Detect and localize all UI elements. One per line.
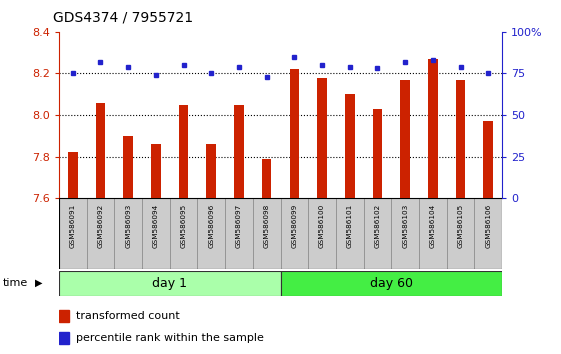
- Bar: [280, 271, 502, 296]
- Text: ▶: ▶: [35, 278, 42, 288]
- Bar: [142, 198, 169, 269]
- Bar: [68, 153, 77, 198]
- Bar: [345, 94, 355, 198]
- Bar: [169, 198, 197, 269]
- Text: percentile rank within the sample: percentile rank within the sample: [76, 333, 264, 343]
- Bar: [364, 198, 392, 269]
- Bar: [289, 69, 299, 198]
- Text: GSM586091: GSM586091: [70, 204, 76, 248]
- Text: GSM586099: GSM586099: [291, 204, 297, 248]
- Bar: [456, 80, 466, 198]
- Text: GSM586098: GSM586098: [264, 204, 270, 248]
- Bar: [262, 159, 272, 198]
- Bar: [59, 310, 69, 322]
- Text: day 1: day 1: [152, 277, 187, 290]
- Bar: [234, 105, 244, 198]
- Text: GSM586093: GSM586093: [125, 204, 131, 248]
- Bar: [86, 198, 114, 269]
- Bar: [428, 59, 438, 198]
- Bar: [336, 198, 364, 269]
- Bar: [308, 198, 336, 269]
- Bar: [419, 198, 447, 269]
- Text: GSM586106: GSM586106: [485, 204, 491, 248]
- Text: transformed count: transformed count: [76, 312, 180, 321]
- Text: day 60: day 60: [370, 277, 413, 290]
- Bar: [447, 198, 475, 269]
- Text: GSM586102: GSM586102: [374, 204, 380, 248]
- Text: GSM586092: GSM586092: [98, 204, 103, 248]
- Text: GSM586104: GSM586104: [430, 204, 436, 248]
- Bar: [475, 198, 502, 269]
- Text: GSM586096: GSM586096: [208, 204, 214, 248]
- Bar: [225, 198, 253, 269]
- Text: GSM586100: GSM586100: [319, 204, 325, 248]
- Text: GSM586097: GSM586097: [236, 204, 242, 248]
- Bar: [151, 144, 160, 198]
- Bar: [179, 105, 188, 198]
- Text: GSM586095: GSM586095: [181, 204, 187, 248]
- Bar: [59, 332, 69, 343]
- Bar: [95, 103, 105, 198]
- Text: GSM586105: GSM586105: [458, 204, 463, 248]
- Text: GDS4374 / 7955721: GDS4374 / 7955721: [53, 11, 194, 25]
- Bar: [253, 198, 280, 269]
- Bar: [317, 78, 327, 198]
- Bar: [59, 198, 86, 269]
- Bar: [123, 136, 133, 198]
- Text: time: time: [2, 278, 27, 288]
- Text: GSM586103: GSM586103: [402, 204, 408, 248]
- Bar: [114, 198, 142, 269]
- Bar: [206, 144, 216, 198]
- Bar: [373, 109, 382, 198]
- Text: GSM586094: GSM586094: [153, 204, 159, 248]
- Bar: [484, 121, 493, 198]
- Bar: [392, 198, 419, 269]
- Bar: [401, 80, 410, 198]
- Bar: [197, 198, 225, 269]
- Bar: [280, 198, 308, 269]
- Text: GSM586101: GSM586101: [347, 204, 353, 248]
- Bar: [59, 271, 280, 296]
